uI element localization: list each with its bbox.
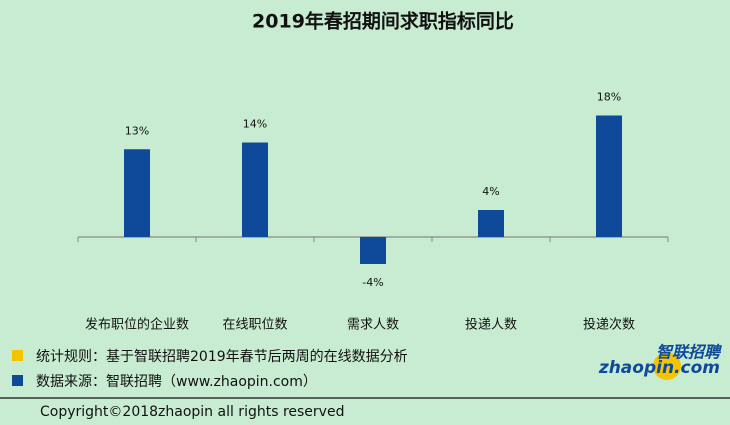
bar	[360, 237, 386, 264]
x-tick-label: 投递次数	[583, 317, 635, 333]
data-label: 13%	[125, 124, 149, 137]
x-tick-label: 投递人数	[465, 317, 517, 333]
x-tick-label: 发布职位的企业数	[85, 317, 189, 333]
logo-name: 智联招聘	[656, 343, 723, 362]
bar	[478, 210, 504, 237]
chart-title: 2019年春招期间求职指标同比	[252, 10, 514, 33]
data-label: 14%	[243, 118, 267, 131]
x-tick-label: 在线职位数	[222, 318, 287, 333]
footnote: 统计规则：基于智联招聘2019年春节后两周的在线数据分析	[36, 348, 408, 365]
note-marker	[12, 350, 23, 361]
footnote: 数据来源：智联招聘（www.zhaopin.com）	[36, 374, 317, 390]
data-label: -4%	[362, 276, 383, 289]
bar	[596, 115, 622, 237]
bar	[242, 142, 268, 237]
copyright: Copyright©2018zhaopin all rights reserve…	[40, 404, 344, 420]
note-marker	[12, 375, 23, 386]
data-label: 18%	[597, 91, 621, 104]
logo-site: zhaopin.com	[598, 358, 720, 378]
logo-circle	[653, 352, 681, 380]
x-tick-label: 需求人数	[347, 318, 399, 333]
data-label: 4%	[482, 185, 499, 198]
bar	[124, 149, 150, 237]
